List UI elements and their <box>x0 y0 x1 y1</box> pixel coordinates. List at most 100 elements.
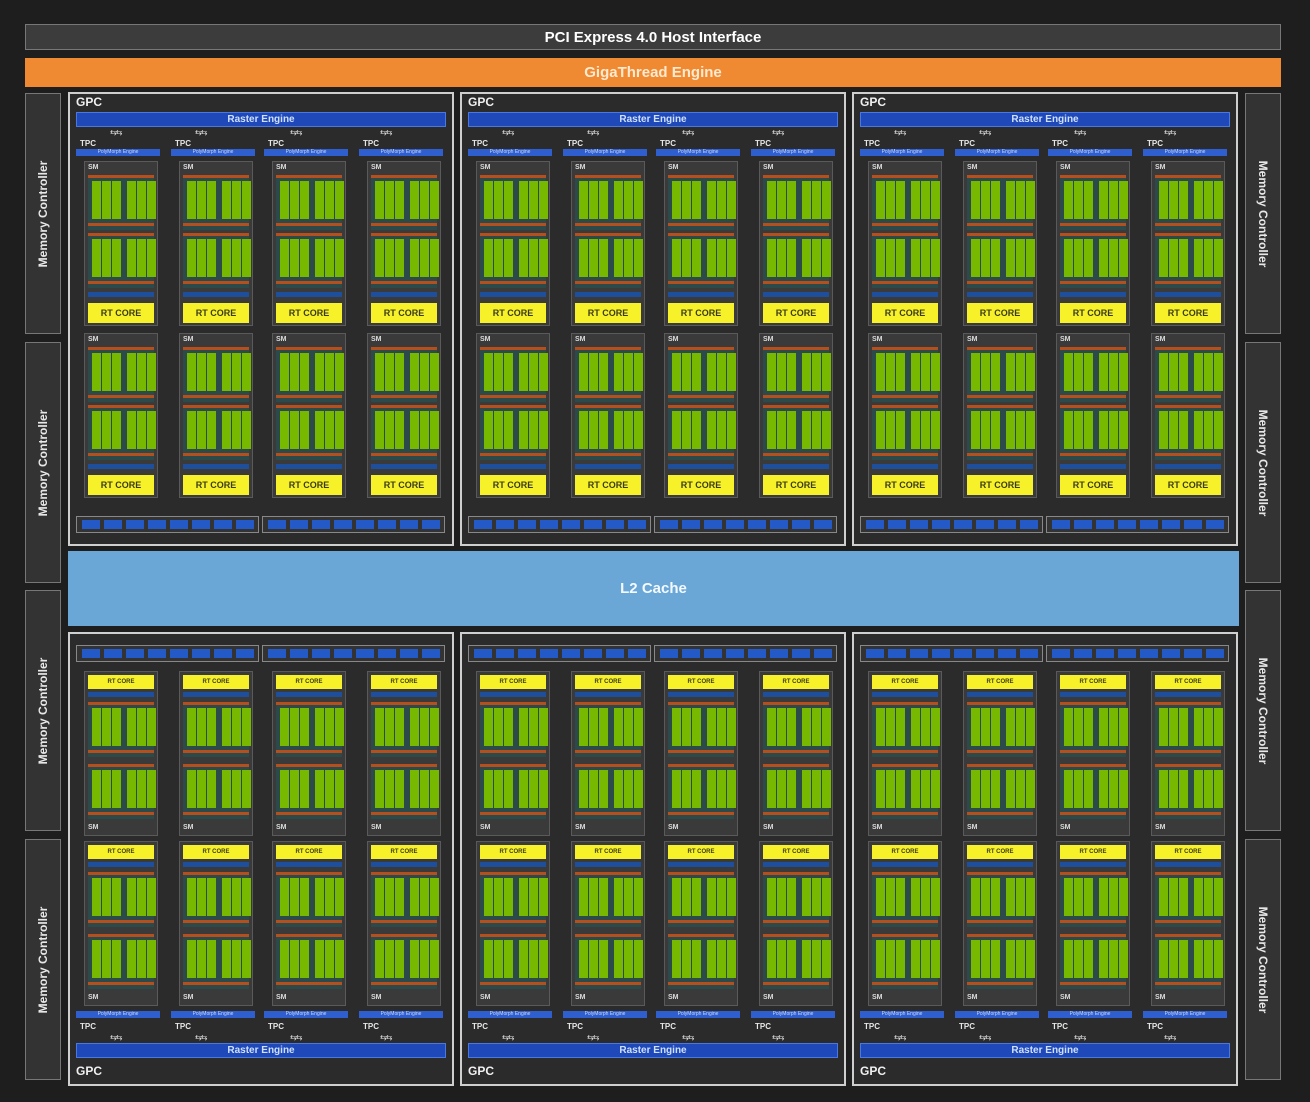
tpc-label: TPC <box>1147 1022 1163 1031</box>
register-file-bar <box>183 281 249 284</box>
cuda-core-block <box>599 411 608 449</box>
cuda-core-block <box>420 878 429 916</box>
cuda-core-block <box>717 940 726 978</box>
cuda-core-block <box>504 940 513 978</box>
sm-label: SM <box>575 994 586 1001</box>
cuda-core-block <box>1214 239 1223 277</box>
register-file-bar <box>872 453 938 456</box>
cuda-core-block <box>1016 239 1025 277</box>
polymorph-engine: PolyMorph Engine <box>468 149 552 156</box>
gpc-label: GPC <box>76 1064 103 1078</box>
register-file-bar <box>575 812 641 815</box>
sm-partition <box>183 405 251 460</box>
cuda-core-block <box>911 239 920 277</box>
gigathread-label: GigaThread Engine <box>584 64 722 81</box>
cuda-core-block <box>325 878 334 916</box>
cuda-core-block <box>539 708 548 746</box>
cuda-core-block <box>395 181 404 219</box>
rt-core: RT CORE <box>371 475 437 495</box>
rt-core: RT CORE <box>763 845 829 859</box>
register-file-bar <box>1155 395 1221 398</box>
connector-arrows-icon: ⇆⇆ <box>587 128 599 137</box>
sm-partition <box>872 405 940 460</box>
cuda-core-block <box>981 708 990 746</box>
register-file-bar <box>88 702 154 705</box>
cuda-core-block <box>672 239 681 277</box>
cuda-core-block <box>187 708 196 746</box>
interface-cell <box>998 649 1016 658</box>
interface-cell <box>290 520 308 529</box>
cuda-core-block <box>1016 708 1025 746</box>
register-file-bar <box>668 750 734 753</box>
cuda-core-block <box>484 239 493 277</box>
sm-partition <box>480 872 548 927</box>
rt-core: RT CORE <box>1155 475 1221 495</box>
cuda-core-block <box>896 708 905 746</box>
interface-cell <box>192 520 210 529</box>
sm-label: SM <box>276 824 287 831</box>
sm-label: SM <box>763 164 774 171</box>
cuda-core-block <box>92 878 101 916</box>
register-file-bar <box>371 453 437 456</box>
sm-blue-bar <box>88 862 154 867</box>
sm-blue-bar <box>967 292 1033 297</box>
sm-blue-bar <box>88 292 154 297</box>
cuda-core-block <box>1026 940 1035 978</box>
cuda-core-block <box>1179 411 1188 449</box>
cuda-core-block <box>222 770 231 808</box>
register-file-bar <box>88 453 154 456</box>
streaming-multiprocessor: SM RT CORE <box>179 161 253 326</box>
cuda-core-block <box>375 770 384 808</box>
cuda-core-block <box>375 940 384 978</box>
raster-engine: Raster Engine <box>468 112 838 127</box>
register-file-bar <box>575 223 641 226</box>
cuda-core-block <box>812 411 821 449</box>
cuda-core-block <box>614 770 623 808</box>
cuda-core-block <box>727 353 736 391</box>
tpc-label: TPC <box>175 139 191 148</box>
cuda-core-block <box>375 411 384 449</box>
sm-blue-bar <box>276 692 342 697</box>
cuda-core-block <box>1084 239 1093 277</box>
cuda-core-block <box>802 353 811 391</box>
sm-partition <box>967 347 1035 402</box>
cuda-core-block <box>1006 239 1015 277</box>
sm-blue-bar <box>1060 292 1126 297</box>
sm-partition <box>183 764 251 819</box>
streaming-multiprocessor: RT CORE SM <box>1056 671 1130 836</box>
memory-controller: Memory Controller <box>25 839 61 1080</box>
tpc-label: TPC <box>959 139 975 148</box>
cuda-core-block <box>1026 708 1035 746</box>
register-file-bar <box>1155 750 1221 753</box>
register-file-bar <box>276 920 342 923</box>
register-file-bar <box>575 750 641 753</box>
cuda-core-block <box>207 940 216 978</box>
sm-label: SM <box>668 994 679 1001</box>
register-file-bar <box>967 982 1033 985</box>
register-file-bar <box>276 405 342 408</box>
cuda-core-block <box>280 411 289 449</box>
cuda-core-block <box>484 770 493 808</box>
streaming-multiprocessor: RT CORE SM <box>84 841 158 1006</box>
interface-cell <box>474 649 492 658</box>
interface-cell <box>1052 649 1070 658</box>
register-file-bar <box>872 702 938 705</box>
register-file-bar <box>1155 453 1221 456</box>
streaming-multiprocessor: SM RT CORE <box>1151 333 1225 498</box>
cuda-core-block <box>92 353 101 391</box>
sm-blue-bar <box>183 862 249 867</box>
sm-partition <box>88 764 156 819</box>
register-file-bar <box>1155 175 1221 178</box>
rt-core: RT CORE <box>763 675 829 689</box>
interface-cell <box>888 520 906 529</box>
tpc-label: TPC <box>755 1022 771 1031</box>
register-file-bar <box>88 347 154 350</box>
cuda-core-block <box>971 239 980 277</box>
register-file-bar <box>88 934 154 937</box>
interface-cell <box>910 649 928 658</box>
sm-blue-bar <box>371 692 437 697</box>
polymorph-engine: PolyMorph Engine <box>1048 1011 1132 1018</box>
interface-cell <box>312 649 330 658</box>
sm-blue-bar <box>668 862 734 867</box>
cuda-core-block <box>1064 353 1073 391</box>
